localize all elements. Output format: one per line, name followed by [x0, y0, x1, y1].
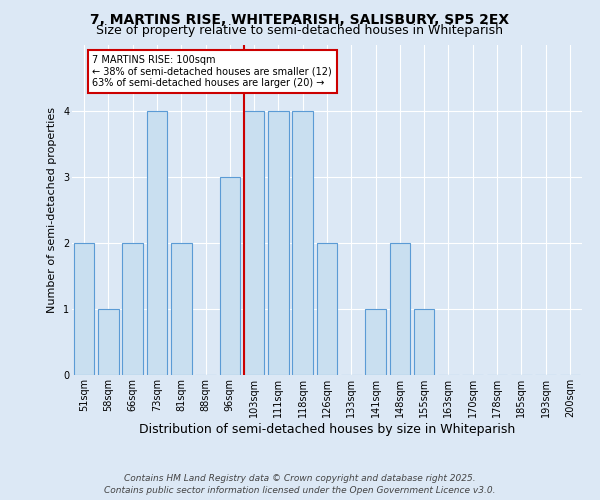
Bar	[244, 111, 265, 375]
Bar	[98, 309, 119, 375]
Bar	[171, 243, 191, 375]
Bar	[317, 243, 337, 375]
Bar	[268, 111, 289, 375]
Bar	[122, 243, 143, 375]
Y-axis label: Number of semi-detached properties: Number of semi-detached properties	[47, 107, 58, 313]
Bar	[220, 177, 240, 375]
Bar	[292, 111, 313, 375]
Text: 7, MARTINS RISE, WHITEPARISH, SALISBURY, SP5 2EX: 7, MARTINS RISE, WHITEPARISH, SALISBURY,…	[91, 12, 509, 26]
Text: Contains HM Land Registry data © Crown copyright and database right 2025.
Contai: Contains HM Land Registry data © Crown c…	[104, 474, 496, 495]
Text: Size of property relative to semi-detached houses in Whiteparish: Size of property relative to semi-detach…	[97, 24, 503, 37]
Bar	[365, 309, 386, 375]
Bar	[389, 243, 410, 375]
Bar	[74, 243, 94, 375]
Bar	[414, 309, 434, 375]
Text: 7 MARTINS RISE: 100sqm
← 38% of semi-detached houses are smaller (12)
63% of sem: 7 MARTINS RISE: 100sqm ← 38% of semi-det…	[92, 55, 332, 88]
X-axis label: Distribution of semi-detached houses by size in Whiteparish: Distribution of semi-detached houses by …	[139, 422, 515, 436]
Bar	[146, 111, 167, 375]
